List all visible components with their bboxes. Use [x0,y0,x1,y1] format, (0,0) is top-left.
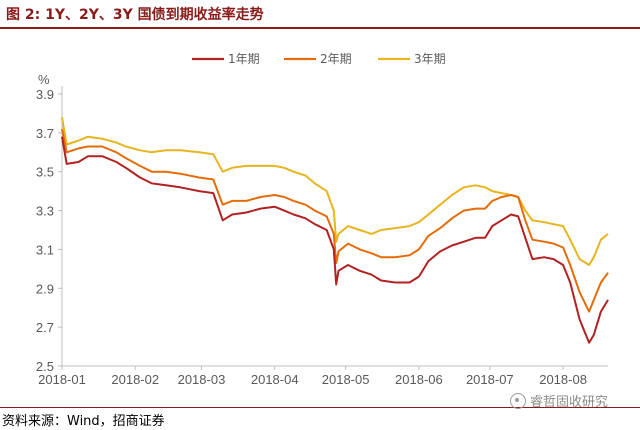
series-line-1 [61,136,609,344]
plot-area [61,117,609,344]
series-line-3 [61,117,609,266]
watermark-text: 睿哲固收研究 [530,395,609,410]
y-tick-label: 3.3 [36,204,54,219]
legend-label: 3年期 [414,52,446,66]
y-tick-label: 2.9 [36,281,54,296]
yield-line-chart: % 2.5 2.7 2.9 3.1 3.3 3.5 3.7 3.9 2018-01 2018-02 2… [36,52,609,387]
x-tick-label: 2018-02 [111,372,159,387]
series-line-2 [61,128,609,313]
y-tick-label: 2.7 [36,320,54,335]
x-tick-label: 2018-03 [178,372,226,387]
legend-label: 1年期 [228,52,260,66]
y-tick-label: 2.5 [36,359,54,374]
legend-label: 2年期 [320,52,352,66]
x-tick-label: 2018-08 [539,372,587,387]
figure-title: 图 2: 1Y、2Y、3Y 国债到期收益率走势 [6,7,264,23]
x-tick-label: 2018-05 [322,372,370,387]
title-rule [0,27,640,29]
y-tick-label: 3.9 [36,87,54,102]
y-axis-unit-label: % [38,72,50,87]
source-note: 资料来源：Wind，招商证券 [2,414,165,429]
x-tick-label: 2018-07 [466,372,514,387]
y-tick-label: 3.1 [36,242,54,257]
wechat-logo-icon [510,392,526,409]
x-tick-label: 2018-01 [38,372,86,387]
x-tick-label: 2018-04 [251,372,299,387]
chart-axes: % 2.5 2.7 2.9 3.1 3.3 3.5 3.7 3.9 2018-01 2018-02 2… [36,72,608,387]
x-tick-label: 2018-06 [395,372,443,387]
source-rule [0,407,640,408]
y-tick-label: 3.7 [36,126,54,141]
y-tick-label: 3.5 [36,165,54,180]
chart-legend: 1年期 2年期 3年期 [192,52,446,66]
watermark: 睿哲固收研究 [510,391,608,410]
